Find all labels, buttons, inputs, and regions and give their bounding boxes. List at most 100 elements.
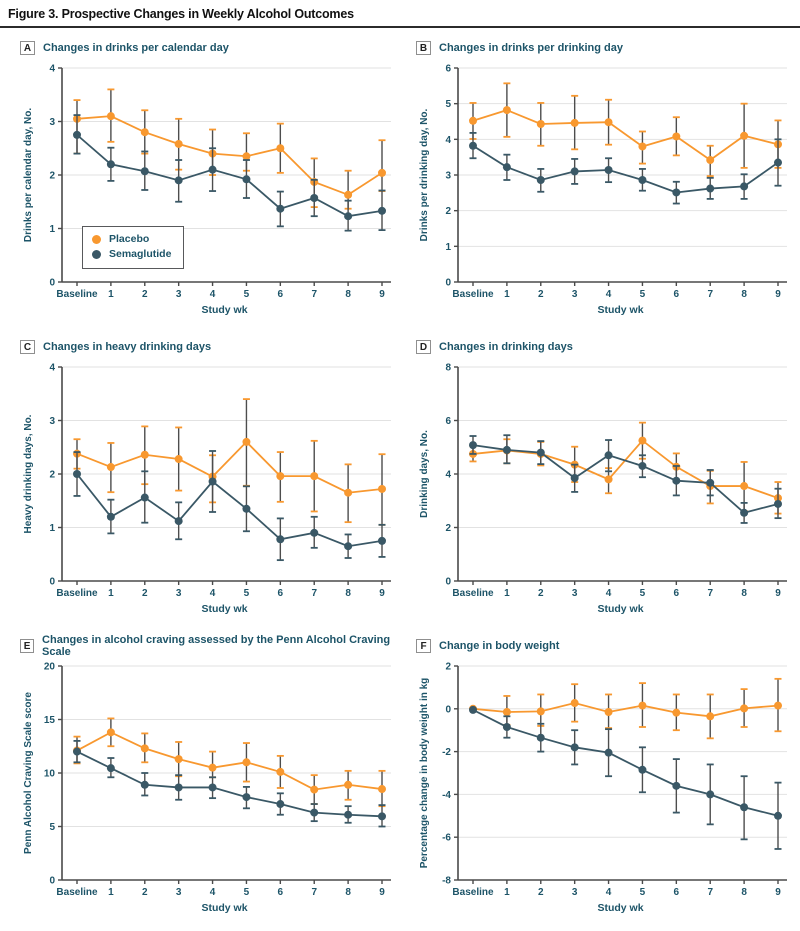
svg-text:1: 1 <box>49 224 55 235</box>
svg-text:2: 2 <box>49 171 55 182</box>
svg-text:8: 8 <box>445 363 451 374</box>
svg-text:Baseline: Baseline <box>56 588 98 599</box>
svg-text:Study wk: Study wk <box>201 603 247 615</box>
panel-grid: A Changes in drinks per calendar day 0 1 2… <box>0 28 800 929</box>
svg-text:2: 2 <box>538 887 544 898</box>
svg-text:6: 6 <box>278 588 284 599</box>
panel-a-header: A Changes in drinks per calendar day <box>20 38 394 58</box>
svg-text:-6: -6 <box>442 833 451 844</box>
panel-d-header: D Changes in drinking days <box>416 337 790 357</box>
svg-text:20: 20 <box>44 662 56 673</box>
panel-b-title: Changes in drinks per drinking day <box>439 42 623 54</box>
svg-text:2: 2 <box>49 470 55 481</box>
svg-text:2: 2 <box>538 289 544 300</box>
svg-text:15: 15 <box>44 715 56 726</box>
svg-text:8: 8 <box>345 887 351 898</box>
svg-text:4: 4 <box>606 887 612 898</box>
svg-text:1: 1 <box>108 289 114 300</box>
svg-text:3: 3 <box>49 117 55 128</box>
svg-text:8: 8 <box>741 588 747 599</box>
svg-text:8: 8 <box>741 289 747 300</box>
svg-text:0: 0 <box>445 278 451 289</box>
svg-text:Drinking days, No.: Drinking days, No. <box>419 430 430 518</box>
svg-text:10: 10 <box>44 769 56 780</box>
svg-text:3: 3 <box>176 588 182 599</box>
legend-item-placebo: Placebo <box>92 232 171 247</box>
svg-text:2: 2 <box>445 662 451 673</box>
svg-text:4: 4 <box>210 289 216 300</box>
legend-label-semaglutide: Semaglutide <box>109 248 172 260</box>
svg-text:Baseline: Baseline <box>452 887 494 898</box>
svg-text:6: 6 <box>674 887 680 898</box>
svg-text:6: 6 <box>445 64 451 75</box>
placebo-dot-icon <box>92 235 101 244</box>
panel-e-badge: E <box>20 639 35 653</box>
svg-text:Baseline: Baseline <box>452 289 494 300</box>
panel-b-chart: 0 1 2 3 4 5 6 Baseline 1 2 3 4 5 6 7 8 9 Study wk Drinks p… <box>419 64 787 316</box>
svg-text:3: 3 <box>572 887 578 898</box>
svg-text:9: 9 <box>379 289 385 300</box>
panel-e-title: Changes in alcohol craving assessed by t… <box>42 634 391 658</box>
svg-text:2: 2 <box>445 523 451 534</box>
panel-e-header: E Changes in alcohol craving assessed by… <box>20 634 394 658</box>
svg-text:1: 1 <box>504 289 510 300</box>
panel-f-badge: F <box>416 639 431 653</box>
svg-text:5: 5 <box>244 289 250 300</box>
svg-text:Heavy drinking days, No.: Heavy drinking days, No. <box>23 414 34 533</box>
svg-text:4: 4 <box>210 588 216 599</box>
svg-text:1: 1 <box>504 887 510 898</box>
svg-text:4: 4 <box>210 887 216 898</box>
panel-a-chart: 0 1 2 3 4 Baseline 1 2 3 4 5 6 7 8 9 Study wk Drinks per… <box>23 64 391 316</box>
svg-text:8: 8 <box>345 588 351 599</box>
panel-c-title: Changes in heavy drinking days <box>43 341 212 353</box>
svg-text:-8: -8 <box>442 876 451 887</box>
svg-text:0: 0 <box>445 704 451 715</box>
svg-text:Study wk: Study wk <box>597 603 643 615</box>
svg-text:7: 7 <box>311 887 317 898</box>
semaglutide-dot-icon <box>92 250 101 259</box>
svg-text:5: 5 <box>445 99 451 110</box>
svg-text:1: 1 <box>108 588 114 599</box>
svg-text:3: 3 <box>572 289 578 300</box>
svg-text:2: 2 <box>538 588 544 599</box>
panel-c-header: C Changes in heavy drinking days <box>20 337 394 357</box>
figure-header: Figure 3. Prospective Changes in Weekly … <box>0 0 800 28</box>
svg-text:7: 7 <box>311 588 317 599</box>
svg-text:Baseline: Baseline <box>452 588 494 599</box>
svg-text:Study wk: Study wk <box>597 902 643 914</box>
svg-text:1: 1 <box>49 523 55 534</box>
svg-text:5: 5 <box>640 887 646 898</box>
svg-text:0: 0 <box>49 577 55 588</box>
panel-b-header: B Changes in drinks per drinking day <box>416 38 790 58</box>
svg-text:9: 9 <box>379 887 385 898</box>
svg-text:5: 5 <box>640 588 646 599</box>
svg-text:6: 6 <box>445 416 451 427</box>
svg-text:7: 7 <box>707 887 713 898</box>
svg-text:Penn Alcohol Craving Scale sco: Penn Alcohol Craving Scale score <box>23 692 34 854</box>
svg-text:0: 0 <box>49 876 55 887</box>
svg-text:9: 9 <box>775 289 781 300</box>
svg-text:1: 1 <box>108 887 114 898</box>
svg-text:5: 5 <box>244 588 250 599</box>
svg-text:7: 7 <box>707 289 713 300</box>
svg-text:Drinks per calendar day, No.: Drinks per calendar day, No. <box>23 108 34 243</box>
svg-text:7: 7 <box>311 289 317 300</box>
svg-text:Study wk: Study wk <box>201 902 247 914</box>
panel-b-badge: B <box>416 41 431 55</box>
svg-text:Percentage change in body weig: Percentage change in body weight in kg <box>419 678 430 869</box>
panel-f-header: F Change in body weight <box>416 636 790 656</box>
panel-d: D Changes in drinking days 0 2 4 6 8 Baseline… <box>416 337 790 626</box>
svg-text:Drinks per drinking day, No.: Drinks per drinking day, No. <box>419 108 430 241</box>
svg-text:6: 6 <box>674 588 680 599</box>
svg-text:3: 3 <box>176 887 182 898</box>
svg-text:7: 7 <box>707 588 713 599</box>
svg-text:3: 3 <box>572 588 578 599</box>
svg-text:Study wk: Study wk <box>597 304 643 316</box>
panel-b: B Changes in drinks per drinking day 0 1 2… <box>416 38 790 327</box>
svg-text:5: 5 <box>244 887 250 898</box>
svg-text:-2: -2 <box>442 747 451 758</box>
svg-text:9: 9 <box>775 887 781 898</box>
panel-e-chart: 0 5 10 15 20 Baseline 1 2 3 4 5 6 7 8 9 Study wk Penn Al… <box>23 662 391 914</box>
svg-text:8: 8 <box>741 887 747 898</box>
